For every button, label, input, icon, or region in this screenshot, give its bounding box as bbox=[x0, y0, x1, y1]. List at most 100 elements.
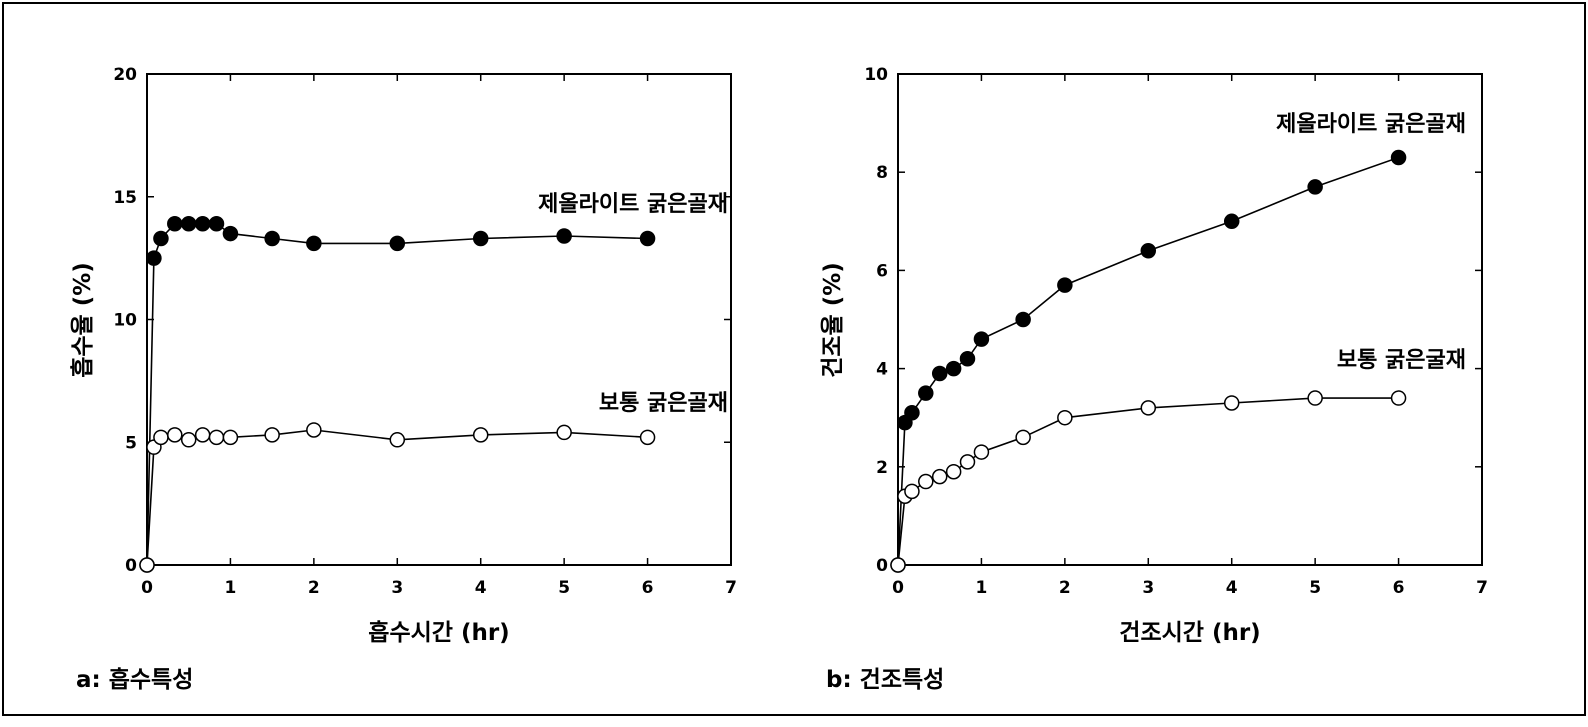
data-point-normal bbox=[264, 427, 280, 443]
y-tick-label: 0 bbox=[876, 556, 888, 576]
data-point-normal bbox=[945, 463, 962, 480]
y-tick-label: 10 bbox=[113, 311, 137, 331]
y-tick-label: 6 bbox=[876, 261, 888, 281]
data-point-zeolite bbox=[146, 250, 162, 266]
data-point-normal bbox=[208, 429, 225, 446]
panel-a-y-axis-title: 흡수율 (%) bbox=[70, 262, 96, 378]
data-point-zeolite bbox=[1140, 243, 1157, 259]
x-tick-label: 5 bbox=[1309, 578, 1321, 598]
data-point-zeolite bbox=[222, 225, 239, 242]
data-point-normal bbox=[306, 422, 322, 438]
panel-a-series-label-normal: 보통 굵은골재 bbox=[599, 391, 728, 416]
data-point-zeolite bbox=[389, 235, 406, 252]
data-point-zeolite bbox=[306, 235, 322, 252]
y-tick-label: 8 bbox=[876, 163, 888, 183]
y-tick-label: 0 bbox=[125, 556, 137, 576]
y-tick-label: 20 bbox=[113, 65, 137, 85]
data-point-normal bbox=[139, 557, 155, 573]
panel-b-plot-area bbox=[897, 73, 1483, 566]
panel-b-y-axis-title: 건조율 (%) bbox=[820, 262, 846, 378]
panel-b-x-axis-title: 건조시간 (hr) bbox=[1119, 620, 1260, 646]
data-point-zeolite bbox=[945, 360, 962, 377]
y-tick-label: 2 bbox=[876, 458, 888, 478]
panel-a-caption: a: 흡수특성 bbox=[76, 667, 193, 693]
data-point-zeolite bbox=[959, 351, 976, 367]
x-tick-label: 4 bbox=[1226, 578, 1238, 598]
data-point-normal bbox=[389, 432, 406, 448]
data-point-zeolite bbox=[1057, 277, 1073, 293]
x-tick-label: 1 bbox=[976, 578, 988, 598]
data-point-normal bbox=[472, 427, 489, 443]
data-point-normal bbox=[973, 444, 990, 460]
data-point-zeolite bbox=[556, 228, 572, 244]
panel-b-markers bbox=[890, 149, 1407, 573]
data-point-normal bbox=[1057, 409, 1073, 426]
x-tick-label: 7 bbox=[1476, 578, 1488, 598]
data-point-zeolite bbox=[194, 216, 211, 232]
x-tick-label: 7 bbox=[725, 578, 737, 598]
data-point-zeolite bbox=[1307, 179, 1323, 195]
data-point-normal bbox=[959, 454, 976, 470]
x-tick-label: 2 bbox=[308, 578, 320, 598]
series-line-normal bbox=[146, 429, 648, 566]
data-point-zeolite bbox=[153, 230, 169, 247]
data-point-zeolite bbox=[208, 216, 225, 232]
data-point-zeolite bbox=[639, 230, 656, 247]
x-tick-label: 3 bbox=[1142, 578, 1154, 598]
x-tick-label: 5 bbox=[558, 578, 570, 598]
y-tick-label: 5 bbox=[125, 433, 137, 453]
x-tick-label: 6 bbox=[642, 578, 654, 598]
panel-a-markers bbox=[139, 216, 656, 573]
data-point-normal bbox=[931, 468, 948, 485]
panel-b-caption: b: 건조특성 bbox=[826, 667, 944, 693]
data-point-normal bbox=[890, 557, 906, 573]
data-point-zeolite bbox=[1223, 213, 1240, 230]
data-point-normal bbox=[1015, 429, 1031, 446]
data-point-normal bbox=[918, 473, 934, 490]
data-point-normal bbox=[1140, 400, 1157, 416]
y-tick-label: 10 bbox=[864, 65, 888, 85]
data-point-normal bbox=[904, 483, 920, 500]
panel-b-tick-labels: 0 1 2 3 4 5 6 7 0 2 4 6 8 10 bbox=[864, 65, 1488, 598]
x-tick-label: 0 bbox=[892, 578, 904, 598]
data-point-zeolite bbox=[931, 365, 948, 382]
y-tick-label: 15 bbox=[113, 188, 137, 208]
data-point-normal bbox=[222, 429, 239, 446]
data-point-normal bbox=[180, 432, 197, 448]
series-line-normal bbox=[897, 397, 1399, 566]
panel-a-tick-labels: 0 1 2 3 4 5 6 7 0 5 10 15 20 bbox=[113, 65, 737, 598]
x-tick-label: 4 bbox=[475, 578, 487, 598]
panel-b-series-label-zeolite: 제올라이트 굵은골재 bbox=[1276, 112, 1466, 137]
panel-b-series-label-normal: 보통 굵은굴재 bbox=[1337, 348, 1466, 373]
data-point-normal bbox=[1390, 390, 1407, 406]
panel-a: 0 1 2 3 4 5 6 7 0 5 10 15 20 흡수시간 (hr) 흡수율 (%) 제올라이트… bbox=[70, 65, 737, 693]
data-point-normal bbox=[556, 424, 572, 441]
data-point-zeolite bbox=[1390, 149, 1407, 166]
data-point-normal bbox=[1307, 390, 1323, 406]
data-point-normal bbox=[1223, 395, 1240, 411]
panel-a-x-axis-title: 흡수시간 (hr) bbox=[368, 620, 509, 646]
outer-frame bbox=[2, 2, 1586, 716]
y-tick-label: 4 bbox=[876, 360, 888, 380]
data-point-normal bbox=[153, 429, 169, 446]
data-point-zeolite bbox=[167, 216, 183, 232]
series-line-zeolite bbox=[146, 223, 648, 566]
panel-a-series-label-zeolite: 제올라이트 굵은골재 bbox=[538, 192, 728, 217]
panel-a-ticks bbox=[146, 73, 732, 566]
data-point-zeolite bbox=[918, 385, 934, 401]
panel-a-series-lines bbox=[146, 223, 648, 566]
x-tick-label: 0 bbox=[141, 578, 153, 598]
data-point-zeolite bbox=[973, 331, 990, 347]
x-tick-label: 6 bbox=[1393, 578, 1405, 598]
data-point-normal bbox=[639, 429, 656, 446]
data-point-zeolite bbox=[1015, 311, 1031, 328]
panel-b: 0 1 2 3 4 5 6 7 0 2 4 6 8 10 건조시간 (hr) 건조율 (%) 제올라이트 … bbox=[820, 65, 1488, 693]
data-point-zeolite bbox=[180, 216, 197, 232]
data-point-zeolite bbox=[472, 230, 489, 247]
data-point-normal bbox=[194, 427, 211, 443]
data-point-normal bbox=[167, 427, 183, 443]
data-point-zeolite bbox=[264, 230, 280, 247]
panel-b-ticks bbox=[897, 73, 1483, 566]
